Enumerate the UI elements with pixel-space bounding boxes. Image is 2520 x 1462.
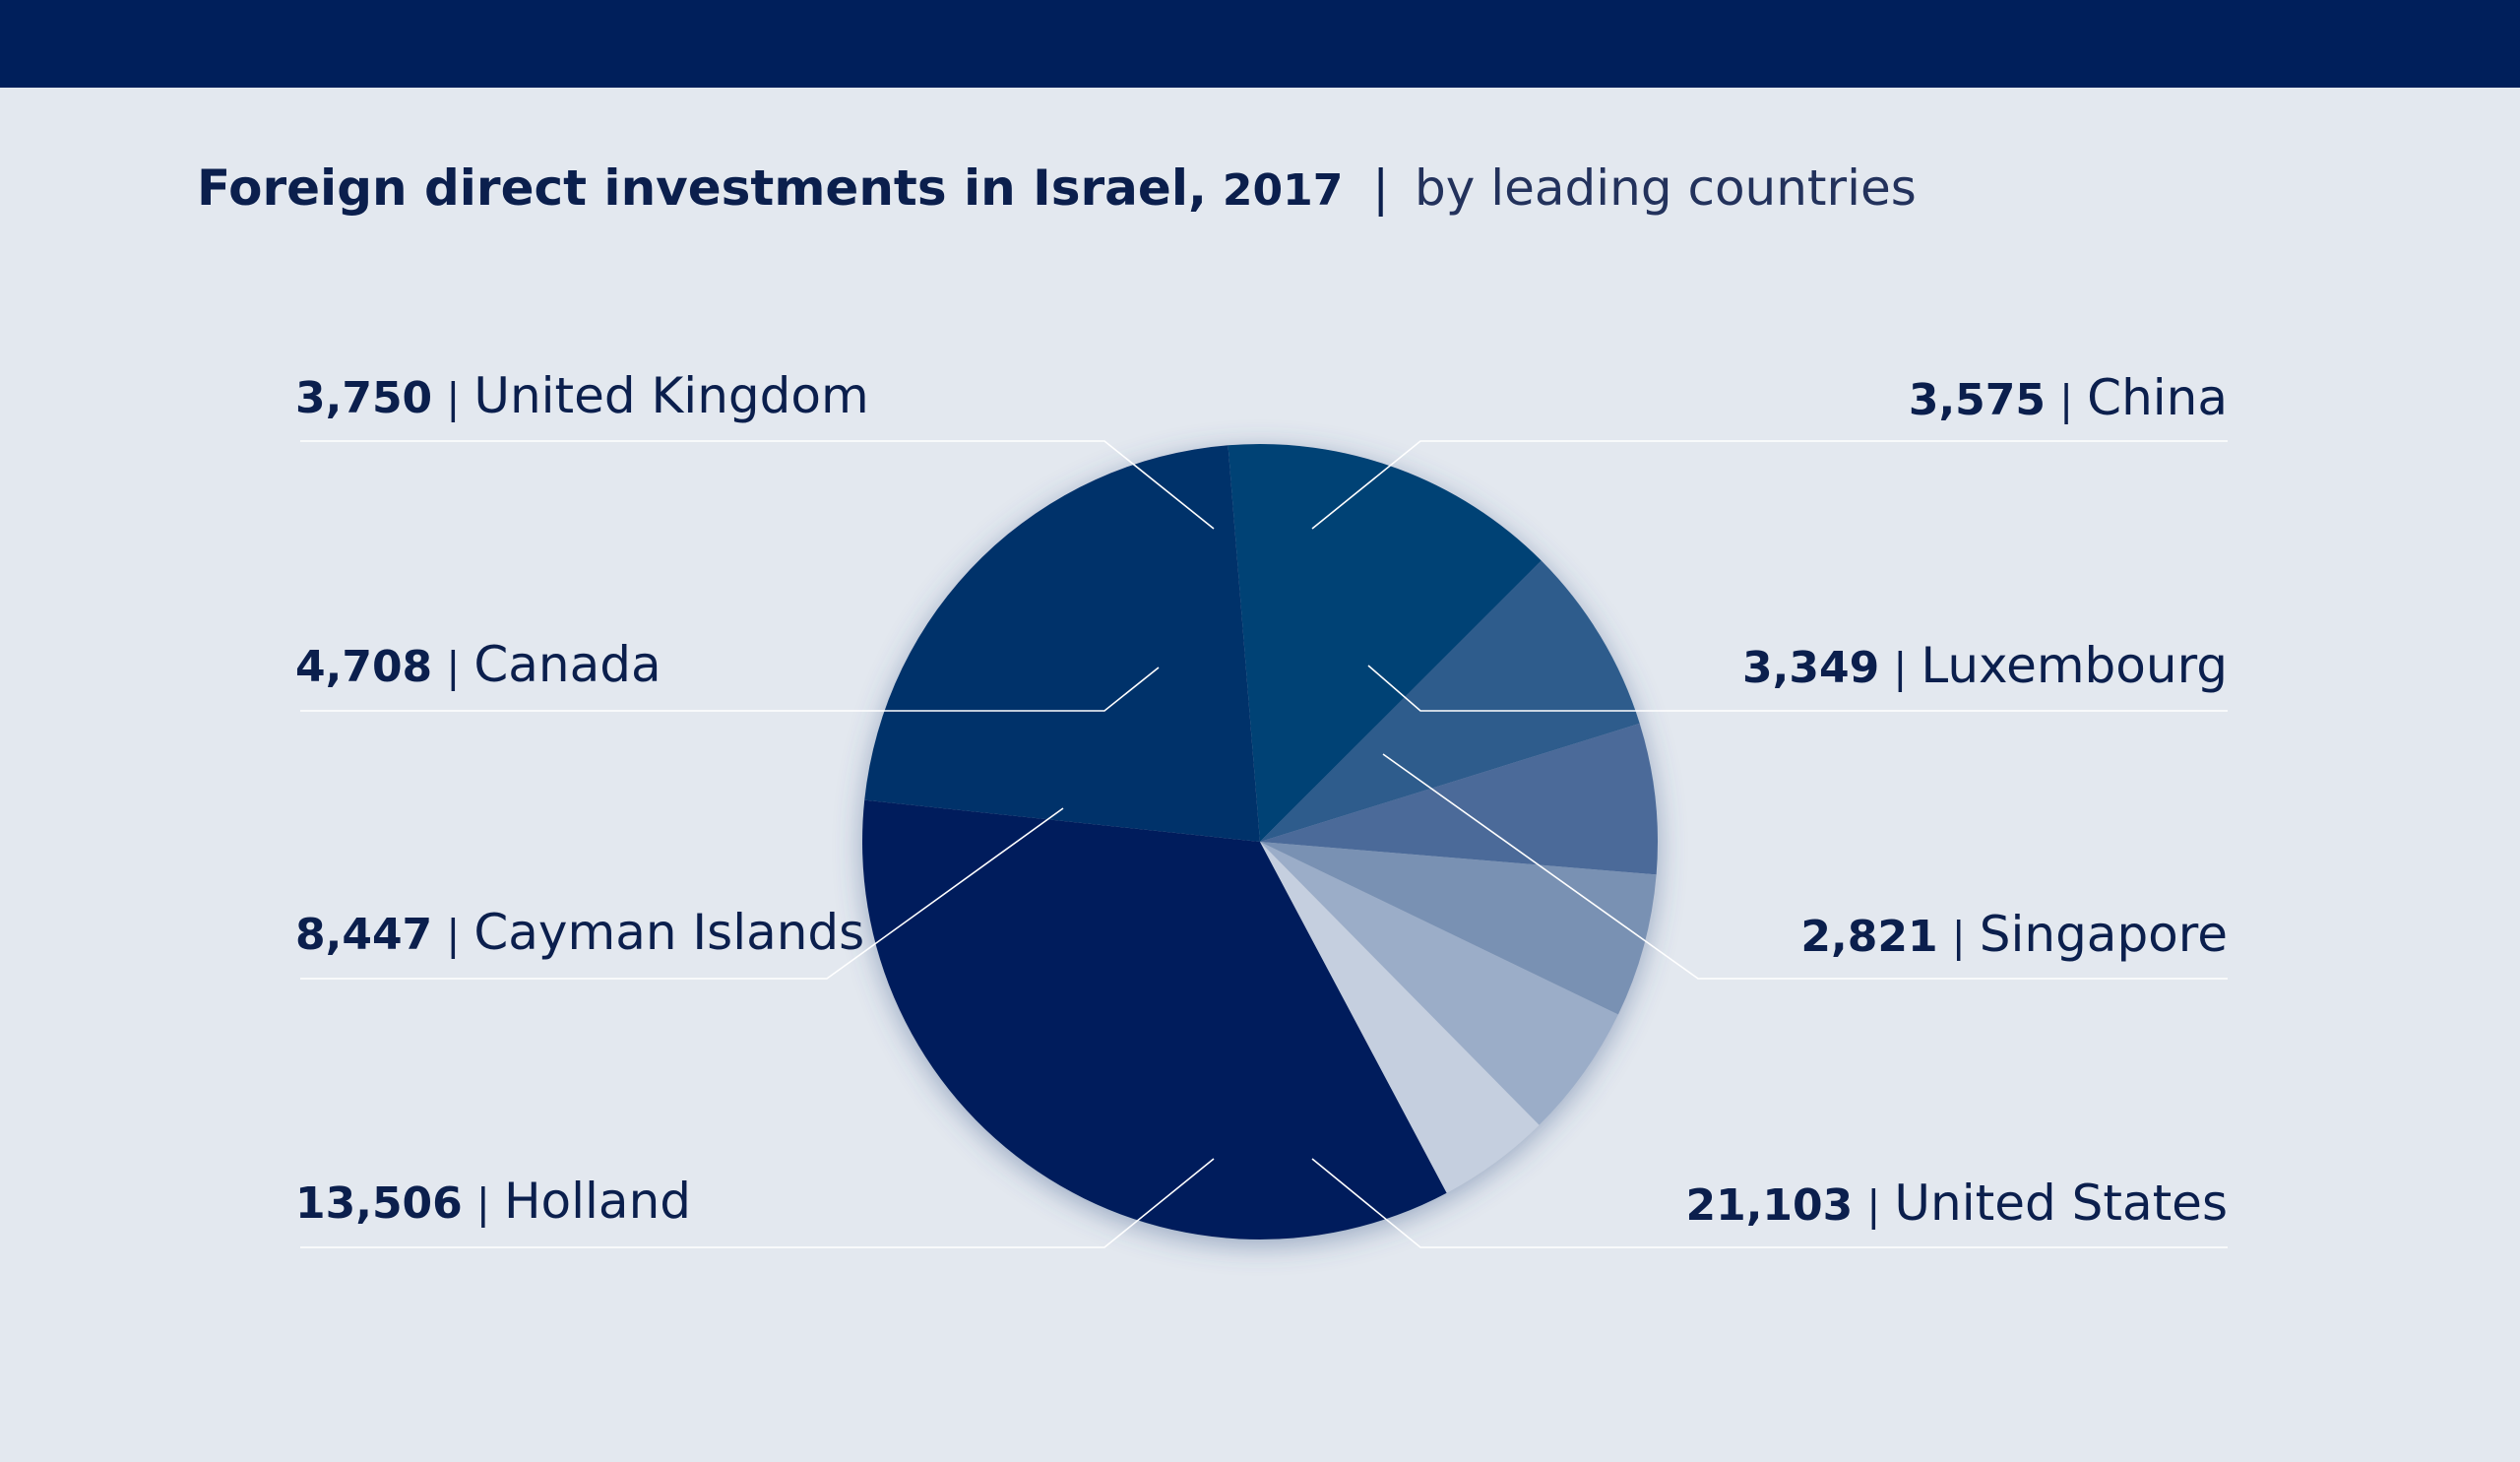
leader-line-united-kingdom bbox=[300, 440, 1215, 530]
leader-line-canada bbox=[300, 667, 1160, 712]
leader-line-united-states bbox=[1311, 1158, 2228, 1248]
pie-slice-china bbox=[1260, 842, 1657, 1015]
label-separator: | bbox=[2059, 376, 2074, 424]
label-country: Holland bbox=[503, 1173, 691, 1230]
pie-slices bbox=[861, 444, 1658, 1240]
leader-line-luxembourg bbox=[1367, 665, 2228, 712]
label-holland: 13,506 | Holland bbox=[295, 1176, 691, 1226]
label-country: Cayman Islands bbox=[473, 904, 865, 961]
label-cayman-islands: 8,447 | Cayman Islands bbox=[295, 908, 864, 957]
label-country: United States bbox=[1894, 1175, 2228, 1232]
leader-line-holland bbox=[300, 1158, 1215, 1248]
label-separator: | bbox=[446, 911, 461, 959]
label-country: United Kingdom bbox=[473, 367, 869, 424]
title-separator: | bbox=[1372, 159, 1390, 217]
label-china: 3,575 | China bbox=[1909, 373, 2228, 422]
label-separator: | bbox=[1951, 913, 1966, 961]
label-value: 8,447 bbox=[295, 910, 433, 960]
label-united-kingdom: 3,750 | United Kingdom bbox=[295, 371, 869, 420]
pie-slice-united-states bbox=[861, 799, 1447, 1240]
label-country: Canada bbox=[473, 636, 662, 693]
label-united-states: 21,103 | United States bbox=[1685, 1178, 2228, 1228]
leader-lines bbox=[300, 440, 2228, 1248]
pie-slice-holland bbox=[864, 445, 1260, 842]
label-value: 2,821 bbox=[1800, 912, 1938, 962]
pie-slice-cayman-islands bbox=[1228, 444, 1542, 842]
label-separator: | bbox=[1866, 1181, 1881, 1230]
pie-slice-luxembourg bbox=[1260, 842, 1618, 1125]
header-bar bbox=[0, 0, 2520, 88]
leader-line-china bbox=[1311, 440, 2228, 530]
chart-title: Foreign direct investments in Israel, 20… bbox=[197, 163, 1917, 213]
label-value: 3,575 bbox=[1908, 375, 2047, 425]
leader-line-cayman-islands bbox=[300, 807, 1064, 980]
label-value: 3,750 bbox=[295, 373, 433, 423]
leader-line-singapore bbox=[1382, 753, 2228, 980]
title-subtitle: by leading countries bbox=[1415, 159, 1917, 217]
title-main: Foreign direct investments in Israel, bbox=[197, 159, 1207, 217]
label-separator: | bbox=[475, 1179, 490, 1228]
pie-slice-united-kingdom bbox=[1260, 723, 1658, 875]
label-separator: | bbox=[1893, 644, 1908, 692]
label-separator: | bbox=[446, 643, 461, 691]
label-value: 4,708 bbox=[295, 642, 433, 692]
label-value: 3,349 bbox=[1742, 643, 1880, 693]
label-value: 13,506 bbox=[295, 1178, 463, 1229]
label-singapore: 2,821 | Singapore bbox=[1800, 910, 2228, 959]
title-year: 2017 bbox=[1222, 165, 1344, 216]
label-country: Luxembourg bbox=[1921, 637, 2228, 694]
label-separator: | bbox=[446, 374, 461, 422]
label-luxembourg: 3,349 | Luxembourg bbox=[1742, 641, 2228, 690]
label-value: 21,103 bbox=[1685, 1180, 1854, 1231]
label-country: China bbox=[2087, 369, 2228, 426]
pie-slice-singapore bbox=[1260, 842, 1540, 1193]
pie-slice-canada bbox=[1260, 560, 1640, 842]
label-country: Singapore bbox=[1979, 906, 2228, 963]
label-canada: 4,708 | Canada bbox=[295, 640, 662, 689]
